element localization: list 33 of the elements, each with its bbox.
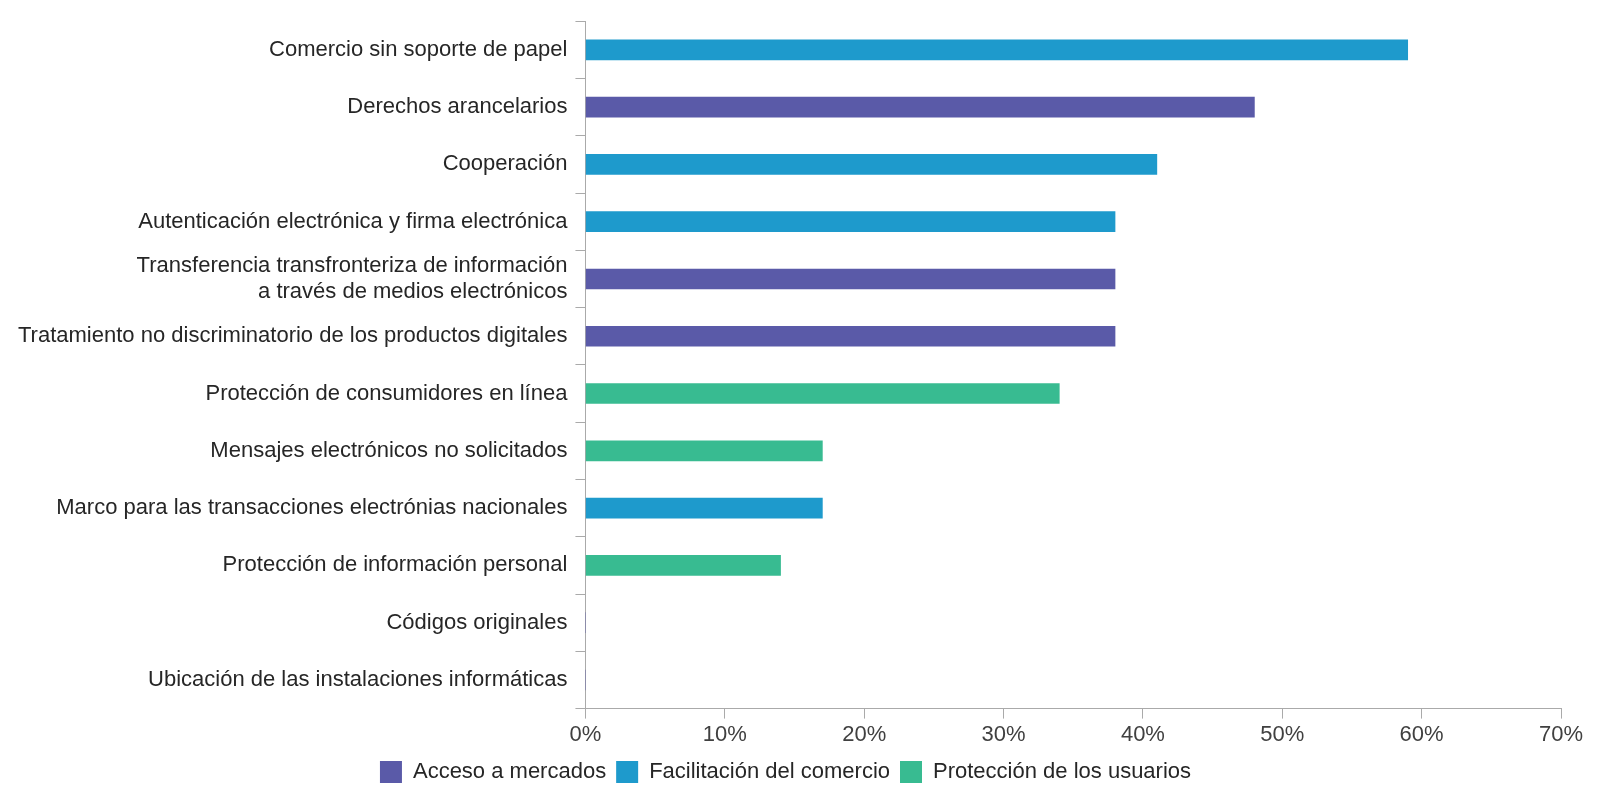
y-tick-label: Marco para las transacciones electrónias nacionales [56,494,568,520]
bar [585,497,823,519]
y-tick-label: Tratamiento no discriminatorio de los productos digitales [18,322,568,348]
legend-label: Protección de los usuarios [933,758,1192,784]
x-tick-label: 20% [842,720,887,746]
x-tick-label: 0% [569,720,602,746]
x-tick-label: 30% [981,720,1026,746]
y-tick-label: Mensajes electrónicos no solicitados [210,436,568,462]
legend-label: Acceso a mercados [412,758,607,784]
legend-label: Facilitación del comercio [649,758,891,784]
y-tick-label: Autenticación electrónica y firma electrónica [138,207,569,233]
y-tick-label: Comercio sin soporte de papel [269,35,568,61]
bar [585,96,1255,118]
bar [585,268,1116,290]
bar [585,440,823,462]
y-tick-label: Protección de información personal [222,551,568,577]
y-tick-label: Ubicación de las instalaciones informáticas [148,666,568,692]
x-tick-label: 40% [1120,720,1165,746]
bar [585,154,1158,175]
bar [585,383,1060,404]
x-tick-label: 70% [1538,720,1584,746]
y-tick-label: Derechos arancelarios [347,93,568,119]
bar [585,325,1116,347]
x-tick-label: 60% [1399,720,1444,746]
y-tick-label: Transferencia transfronteriza de información a través de medios electrónicos [136,251,568,304]
x-tick-label: 50% [1260,720,1305,746]
y-tick-label: Cooperación [442,150,568,176]
y-tick-label: Códigos originales [386,608,568,634]
bar [585,39,1409,61]
bar [585,211,1116,233]
bar [585,555,781,576]
y-tick-label: Protección de consumidores en línea [205,379,569,405]
x-tick-label: 10% [702,720,747,746]
